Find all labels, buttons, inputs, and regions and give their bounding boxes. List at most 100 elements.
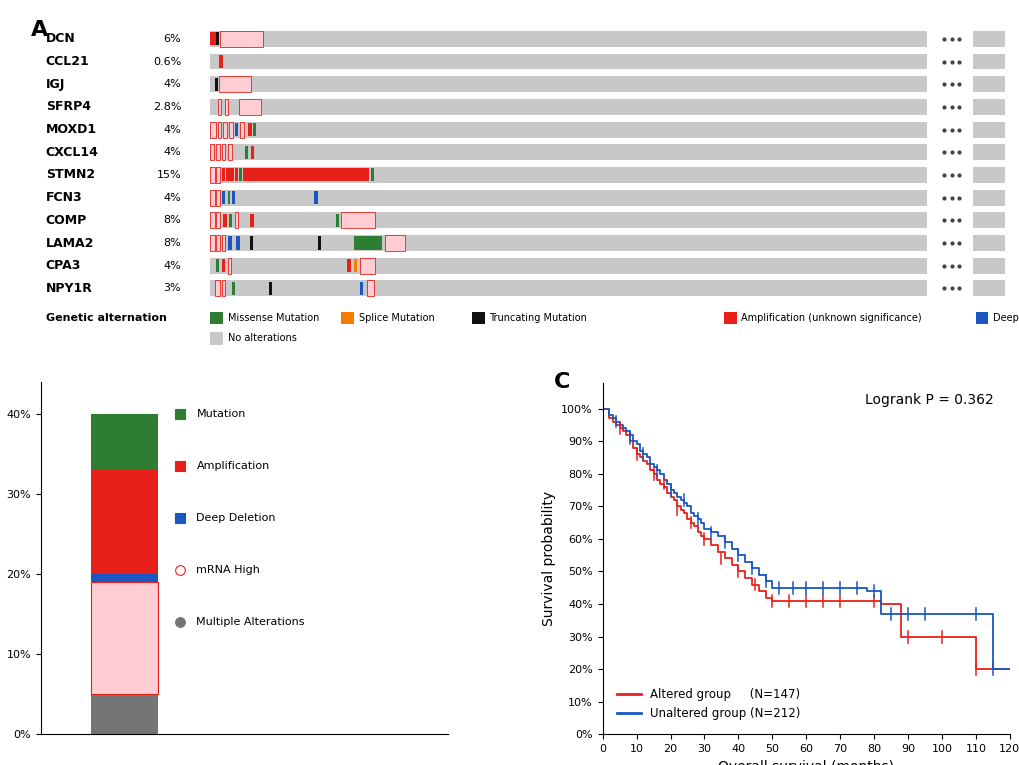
Text: 2.8%: 2.8% bbox=[153, 102, 181, 112]
Bar bbox=[210, 54, 926, 70]
Bar bbox=[224, 99, 228, 115]
Text: C: C bbox=[553, 372, 570, 392]
Bar bbox=[250, 236, 253, 249]
Text: Splice Mutation: Splice Mutation bbox=[359, 313, 434, 323]
Bar bbox=[216, 213, 219, 228]
Bar bbox=[972, 31, 1004, 47]
Bar bbox=[210, 213, 926, 228]
Bar bbox=[91, 575, 158, 582]
Bar bbox=[972, 145, 1004, 160]
Bar bbox=[221, 281, 225, 296]
Bar bbox=[972, 76, 1004, 92]
Text: 0.6%: 0.6% bbox=[153, 57, 181, 67]
Text: CCL21: CCL21 bbox=[46, 55, 90, 68]
Bar bbox=[214, 78, 217, 91]
Bar bbox=[210, 122, 216, 138]
Bar bbox=[359, 258, 375, 274]
Bar bbox=[723, 311, 736, 324]
Text: Amplification: Amplification bbox=[197, 461, 269, 471]
Bar bbox=[210, 122, 926, 138]
Text: CPA3: CPA3 bbox=[46, 259, 81, 272]
Bar bbox=[210, 332, 223, 344]
X-axis label: Overall survival (months): Overall survival (months) bbox=[717, 760, 894, 765]
Bar bbox=[91, 470, 158, 575]
Bar bbox=[240, 122, 244, 138]
Bar bbox=[216, 259, 219, 272]
Bar bbox=[91, 695, 158, 734]
Bar bbox=[236, 236, 239, 249]
Bar bbox=[221, 259, 225, 272]
Bar bbox=[244, 168, 369, 181]
Bar bbox=[318, 236, 321, 249]
Bar bbox=[226, 168, 229, 181]
Bar bbox=[219, 55, 222, 68]
Bar bbox=[221, 235, 225, 251]
Text: 8%: 8% bbox=[163, 215, 181, 226]
Bar bbox=[91, 582, 158, 695]
Bar bbox=[227, 191, 230, 204]
Bar bbox=[227, 258, 231, 274]
Text: DCN: DCN bbox=[46, 32, 75, 45]
Text: NPY1R: NPY1R bbox=[46, 282, 93, 295]
Bar bbox=[354, 236, 382, 249]
Bar bbox=[228, 145, 231, 160]
Text: 8%: 8% bbox=[163, 238, 181, 248]
Bar bbox=[972, 99, 1004, 115]
Bar bbox=[210, 213, 214, 228]
Bar bbox=[245, 146, 248, 159]
Bar bbox=[972, 281, 1004, 296]
Bar bbox=[238, 99, 260, 115]
Bar bbox=[217, 99, 221, 115]
Text: 4%: 4% bbox=[163, 80, 181, 90]
Bar bbox=[972, 235, 1004, 251]
Bar bbox=[223, 122, 226, 138]
Text: mRNA High: mRNA High bbox=[197, 565, 260, 575]
Text: 4%: 4% bbox=[163, 147, 181, 158]
Text: No alterations: No alterations bbox=[227, 334, 297, 343]
Bar bbox=[91, 415, 158, 470]
Bar bbox=[341, 311, 354, 324]
Bar bbox=[354, 259, 357, 272]
Bar bbox=[234, 123, 238, 136]
Text: COMP: COMP bbox=[46, 214, 87, 226]
Text: Mutation: Mutation bbox=[197, 409, 246, 419]
Bar bbox=[210, 258, 926, 274]
Bar bbox=[972, 258, 1004, 274]
Bar bbox=[229, 213, 231, 227]
Text: 15%: 15% bbox=[157, 170, 181, 180]
Bar bbox=[210, 145, 214, 160]
Bar bbox=[250, 213, 254, 227]
Bar bbox=[210, 32, 216, 45]
Text: CXCL14: CXCL14 bbox=[46, 146, 99, 159]
Legend: Altered group     (N=147), Unaltered group (N=212): Altered group (N=147), Unaltered group (… bbox=[612, 684, 805, 725]
Bar bbox=[359, 282, 363, 295]
Text: A: A bbox=[32, 20, 48, 40]
Bar bbox=[251, 146, 254, 159]
Bar bbox=[340, 213, 375, 228]
Bar bbox=[221, 145, 225, 160]
Bar bbox=[972, 54, 1004, 70]
Bar bbox=[219, 76, 251, 92]
Text: 4%: 4% bbox=[163, 125, 181, 135]
Bar bbox=[210, 167, 926, 183]
Bar bbox=[210, 31, 926, 47]
Text: 3%: 3% bbox=[163, 283, 181, 294]
Text: LAMA2: LAMA2 bbox=[46, 236, 94, 249]
Bar bbox=[231, 191, 235, 204]
Bar bbox=[210, 281, 926, 296]
Text: STMN2: STMN2 bbox=[46, 168, 95, 181]
Bar bbox=[371, 168, 374, 181]
Bar bbox=[216, 235, 219, 251]
Bar bbox=[972, 213, 1004, 228]
Bar bbox=[219, 31, 263, 47]
Text: Truncating Mutation: Truncating Mutation bbox=[489, 313, 587, 323]
Bar bbox=[314, 191, 318, 204]
Bar bbox=[221, 168, 225, 181]
Bar bbox=[385, 235, 405, 251]
Bar bbox=[972, 190, 1004, 206]
Bar bbox=[238, 168, 242, 181]
Bar bbox=[367, 281, 374, 296]
Bar bbox=[975, 311, 987, 324]
Bar bbox=[210, 235, 214, 251]
Bar bbox=[335, 213, 338, 227]
